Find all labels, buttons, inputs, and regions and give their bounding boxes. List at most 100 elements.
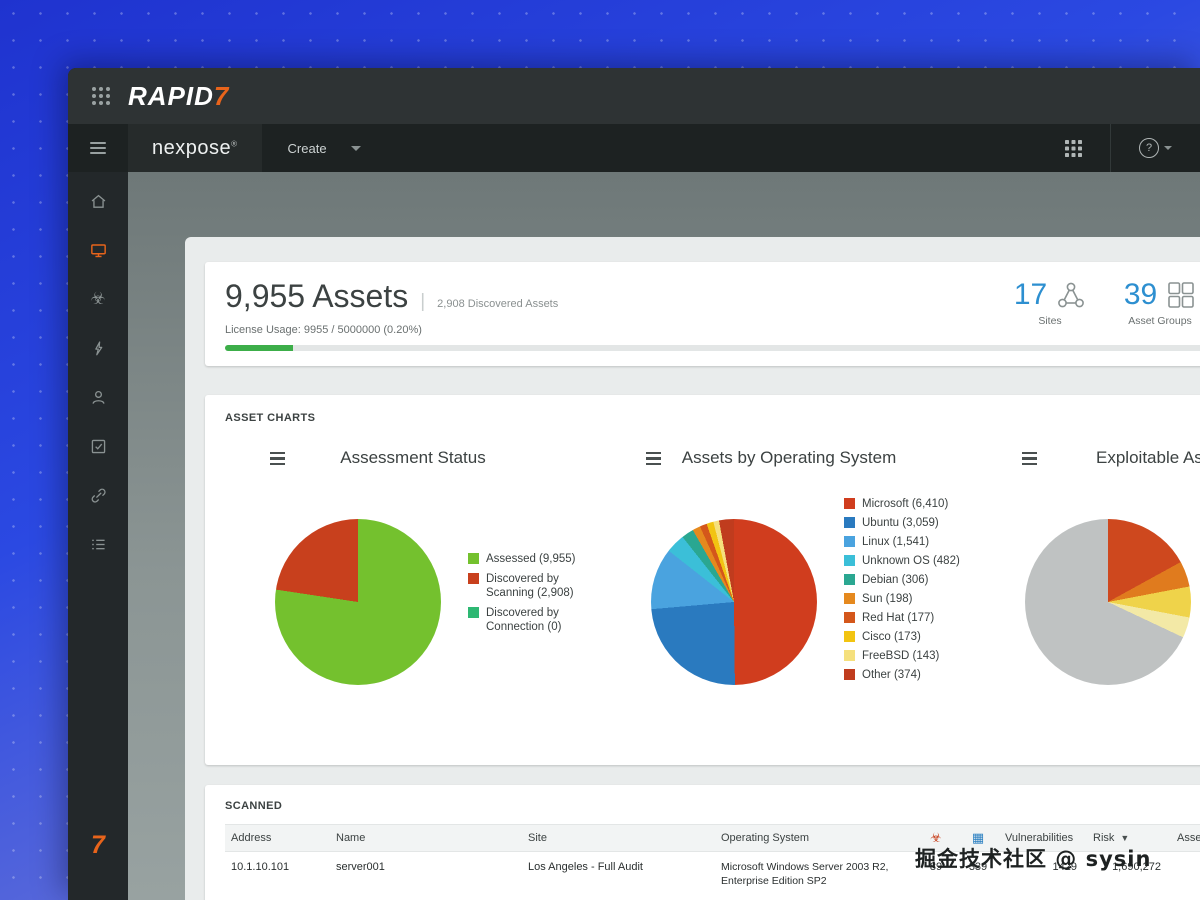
legend-swatch xyxy=(844,574,855,586)
trademark: ® xyxy=(231,138,238,148)
col-risk-sort[interactable]: Risk ▼ xyxy=(1087,824,1171,852)
legend-swatch xyxy=(844,555,855,567)
chart-legend: Assessed (9,955) Discovered by Scanning … xyxy=(468,552,606,640)
legend-item: Microsoft (6,410) xyxy=(844,497,982,511)
home-icon xyxy=(91,194,105,208)
legend-label: Unknown OS (482) xyxy=(862,555,960,568)
legend-swatch xyxy=(844,593,855,605)
chart-menu-icon[interactable] xyxy=(270,452,285,466)
logo-text: RAPID xyxy=(128,80,214,111)
legend-swatch xyxy=(468,607,479,619)
calendar-grid-button[interactable] xyxy=(1037,124,1110,172)
legend-label: Red Hat (177) xyxy=(862,612,935,625)
legend-item: Unknown OS (482) xyxy=(844,554,982,568)
scanned-card: SCANNED Address Name Site Operating Syst… xyxy=(205,785,1200,900)
nav-right-group: ? xyxy=(1037,124,1200,172)
summary-title-row: 9,955 Assets | 2,908 Discovered Assets xyxy=(225,278,1200,315)
chart-assets-by-os: Assets by Operating System Microsoft (6,… xyxy=(601,434,977,734)
sites-icon xyxy=(1058,282,1085,308)
chart-menu-icon[interactable] xyxy=(646,452,661,466)
sidebar-item-users[interactable] xyxy=(68,373,128,422)
legend-swatch xyxy=(468,573,479,585)
legend-swatch xyxy=(844,536,855,548)
lightning-icon xyxy=(94,341,102,356)
malware-count: 89 xyxy=(929,861,943,873)
legend-item: Discovered by Connection (0) xyxy=(468,606,606,634)
title-separator: | xyxy=(420,291,426,312)
assets-count-title: 9,955 Assets xyxy=(225,278,409,314)
sidebar-item-administration[interactable] xyxy=(68,520,128,569)
help-menu[interactable]: ? xyxy=(1111,124,1200,172)
legend-item: Linux (1,541) xyxy=(844,535,982,549)
legend-label: Cisco (173) xyxy=(862,631,921,644)
rapid7-mark: 7 xyxy=(91,831,105,859)
assessment-status-pie[interactable] xyxy=(275,519,441,685)
legend-swatch xyxy=(844,612,855,624)
legend-item: Debian (306) xyxy=(844,573,982,587)
chart-menu-icon[interactable] xyxy=(1022,452,1037,466)
discovered-assets-text: 2,908 Discovered Assets xyxy=(437,298,559,310)
asset-groups-label: Asset Groups xyxy=(1128,315,1192,327)
sidebar-item-policies[interactable] xyxy=(68,324,128,373)
exploit-icon: ▦ xyxy=(957,824,999,852)
scanned-header: SCANNED xyxy=(225,800,283,812)
assets-summary-card: 9,955 Assets | 2,908 Discovered Assets L… xyxy=(205,262,1200,366)
menu-hamburger-icon[interactable] xyxy=(68,124,128,172)
asset-groups-count: 39 xyxy=(1123,278,1158,311)
asset-groups-stat[interactable]: 39 Asset Groups xyxy=(1110,278,1200,327)
rapid7-logo: RAPID7 xyxy=(128,81,229,112)
chart-legend: Microsoft (6,410) Ubuntu (3,059) Linux (… xyxy=(844,497,982,687)
legend-label: Other (374) xyxy=(862,669,921,682)
assets-cell xyxy=(1171,852,1200,893)
link-icon xyxy=(91,488,106,503)
top-bar: RAPID7 xyxy=(68,68,1200,124)
sidebar-item-reports[interactable] xyxy=(68,422,128,471)
product-logo-block: nexpose® xyxy=(128,124,262,172)
nav-bar: nexpose® Create ? xyxy=(68,124,1200,172)
chart-assessment-status: Assessment Status Assessed (9,955) Disco… xyxy=(225,434,601,734)
create-menu[interactable]: Create xyxy=(288,124,361,172)
sites-stat[interactable]: 17 Sites xyxy=(1000,278,1100,327)
sites-label: Sites xyxy=(1038,315,1062,327)
charts-row: Assessment Status Assessed (9,955) Disco… xyxy=(225,434,1200,734)
col-name: Name xyxy=(330,824,522,852)
os-cell: Microsoft Windows Server 2003 R2, Enterp… xyxy=(721,861,889,887)
watermark-text: 掘金技术社区 @ sysin xyxy=(915,847,1152,871)
legend-item: Assessed (9,955) xyxy=(468,552,606,566)
legend-label: FreeBSD (143) xyxy=(862,650,940,663)
legend-swatch xyxy=(468,553,479,564)
sidebar: ☣ xyxy=(68,172,128,900)
sidebar-item-home[interactable] xyxy=(68,177,128,226)
license-progress-bar xyxy=(225,345,1200,351)
product-name: nexpose® xyxy=(152,136,238,159)
sort-caret-icon: ▼ xyxy=(1120,833,1130,843)
content-panel: 9,955 Assets | 2,908 Discovered Assets L… xyxy=(185,237,1200,900)
grid-icon xyxy=(1065,139,1082,157)
chart-title: Assets by Operating System xyxy=(681,448,897,467)
window-body: ☣ xyxy=(68,172,1200,900)
legend-label: Sun (198) xyxy=(862,593,913,606)
site-link[interactable]: Los Angeles - Full Audit xyxy=(528,861,643,873)
table-row: 10.1.10.101 server001 Los Angeles - Full… xyxy=(225,852,1200,893)
exploitable-assets-pie[interactable] xyxy=(1025,519,1191,685)
table-header-row: Address Name Site Operating System ☣ ▦ V… xyxy=(225,824,1200,852)
sites-count: 17 xyxy=(1013,278,1048,311)
biohazard-icon: ☣ xyxy=(90,289,106,309)
sidebar-item-assets[interactable] xyxy=(68,226,128,275)
checkbox-icon xyxy=(91,439,105,454)
legend-label: Assessed (9,955) xyxy=(486,553,576,565)
assets-by-os-pie[interactable] xyxy=(651,519,817,685)
app-window: RAPID7 nexpose® Create ? xyxy=(68,68,1200,900)
app-grid-icon[interactable] xyxy=(92,87,110,105)
chart-title: Assessment Status xyxy=(340,448,486,467)
legend-item: Sun (198) xyxy=(844,592,982,606)
exploit-count: 339 xyxy=(968,861,988,873)
sidebar-item-vulnerabilities[interactable]: ☣ xyxy=(68,275,128,324)
address-link[interactable]: 10.1.10.101 xyxy=(231,861,290,873)
vulnerabilities-count: 1429 xyxy=(1052,861,1077,873)
license-progress-fill xyxy=(225,345,293,351)
sidebar-item-links[interactable] xyxy=(68,471,128,520)
col-site: Site xyxy=(522,824,715,852)
person-icon xyxy=(92,390,104,404)
logo-accent-seven: 7 xyxy=(213,80,230,111)
